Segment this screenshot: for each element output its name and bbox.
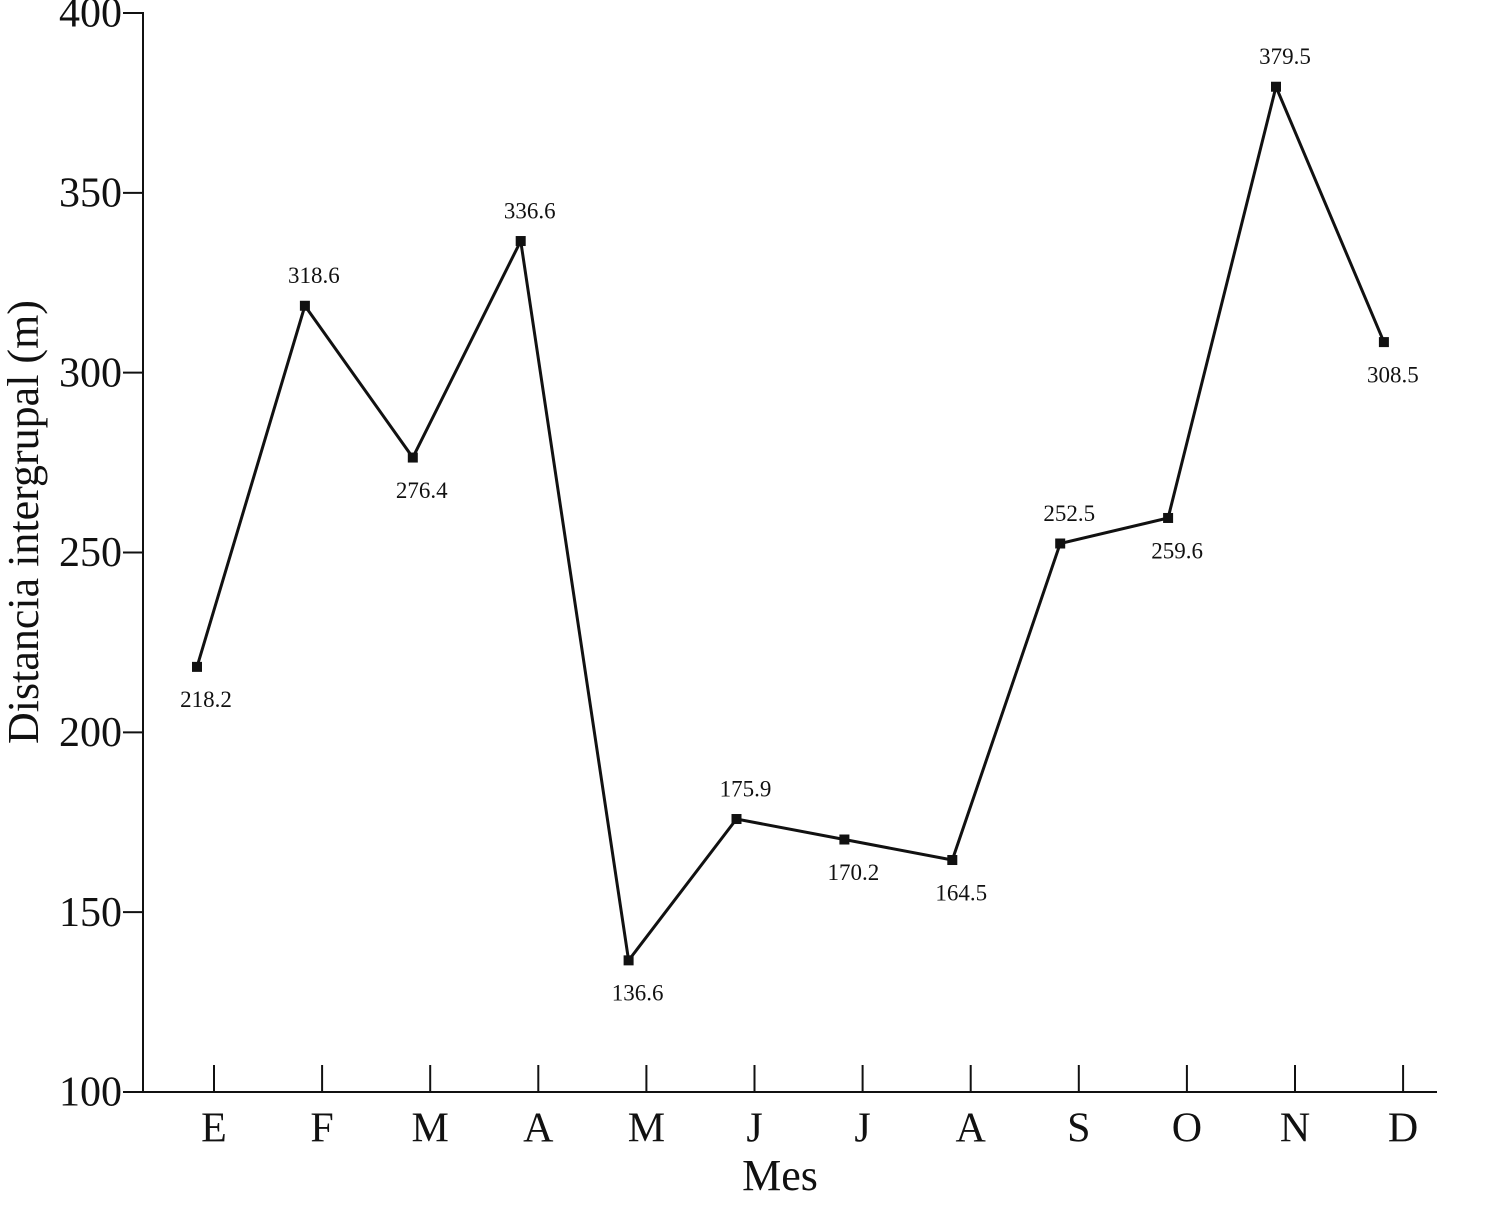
value-label: 379.5	[1259, 44, 1311, 69]
x-tick-label: E	[201, 1106, 227, 1152]
point	[623, 955, 634, 966]
point	[1163, 512, 1174, 523]
point	[299, 300, 310, 311]
y-tick-label: 200	[59, 710, 122, 756]
y-tick-label: 400	[59, 0, 122, 37]
x-tick-label: O	[1172, 1106, 1202, 1152]
value-label: 276.4	[396, 478, 448, 503]
point	[1055, 538, 1066, 549]
x-tick-label: F	[310, 1106, 333, 1152]
value-label: 164.5	[935, 880, 987, 905]
line	[195, 82, 1386, 965]
point	[731, 814, 742, 825]
value-label: 336.6	[504, 198, 556, 223]
value-label: 170.2	[828, 860, 880, 885]
x-tick-label: A	[956, 1106, 987, 1152]
x-axis-title: Mes	[742, 1151, 818, 1200]
y-tick-label: 350	[59, 170, 122, 216]
x-tick-label: S	[1067, 1106, 1090, 1152]
point	[192, 661, 202, 672]
value-label: 259.6	[1151, 538, 1203, 563]
x-tick-label: J	[854, 1106, 870, 1152]
y-axis-title: Distancia intergrupal (m)	[0, 300, 48, 744]
y-tick-label: 150	[59, 890, 122, 936]
y-tick-label: 300	[59, 350, 122, 396]
point	[1378, 337, 1389, 348]
y-tick-label: 100	[59, 1070, 122, 1116]
point	[515, 236, 526, 247]
value-label: 252.5	[1043, 501, 1095, 526]
y-tick-label: 250	[59, 530, 122, 576]
point	[947, 855, 958, 866]
value-label: 218.2	[180, 687, 232, 712]
x-tick-label: M	[628, 1106, 665, 1152]
point	[839, 834, 850, 845]
x-tick-label: M	[412, 1106, 449, 1152]
value-label: 175.9	[720, 776, 772, 801]
x-tick-label: D	[1388, 1106, 1418, 1152]
value-label: 308.5	[1367, 362, 1419, 387]
value-label: 136.6	[612, 981, 664, 1006]
point	[407, 452, 418, 463]
x-tick-label: A	[523, 1106, 554, 1152]
value-label: 318.6	[288, 263, 340, 288]
point	[1271, 81, 1281, 92]
x-tick-label: N	[1280, 1106, 1310, 1152]
x-tick-label: J	[746, 1106, 762, 1152]
